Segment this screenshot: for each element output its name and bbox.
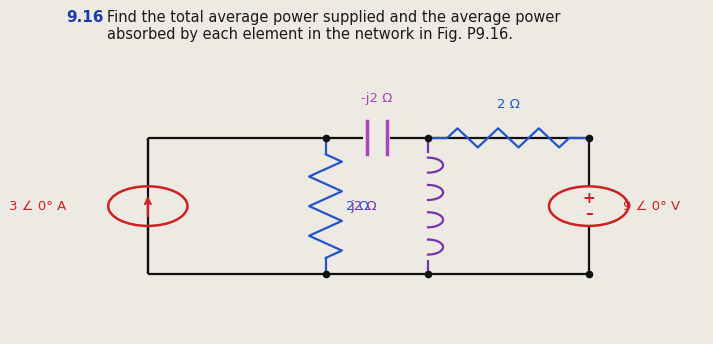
Text: –: – (585, 206, 593, 221)
Text: -j2 Ω: -j2 Ω (361, 93, 392, 106)
Text: 2 Ω: 2 Ω (496, 98, 519, 110)
Text: j2 Ω: j2 Ω (350, 200, 376, 213)
Text: 3 ∠ 0° A: 3 ∠ 0° A (9, 200, 66, 213)
Text: 9.16: 9.16 (66, 10, 103, 25)
Text: 9 ∠ 0° V: 9 ∠ 0° V (622, 200, 680, 213)
Text: 2 Ω: 2 Ω (346, 200, 369, 213)
Text: +: + (583, 191, 595, 206)
Text: Find the total average power supplied and the average power
absorbed by each ele: Find the total average power supplied an… (107, 10, 560, 42)
